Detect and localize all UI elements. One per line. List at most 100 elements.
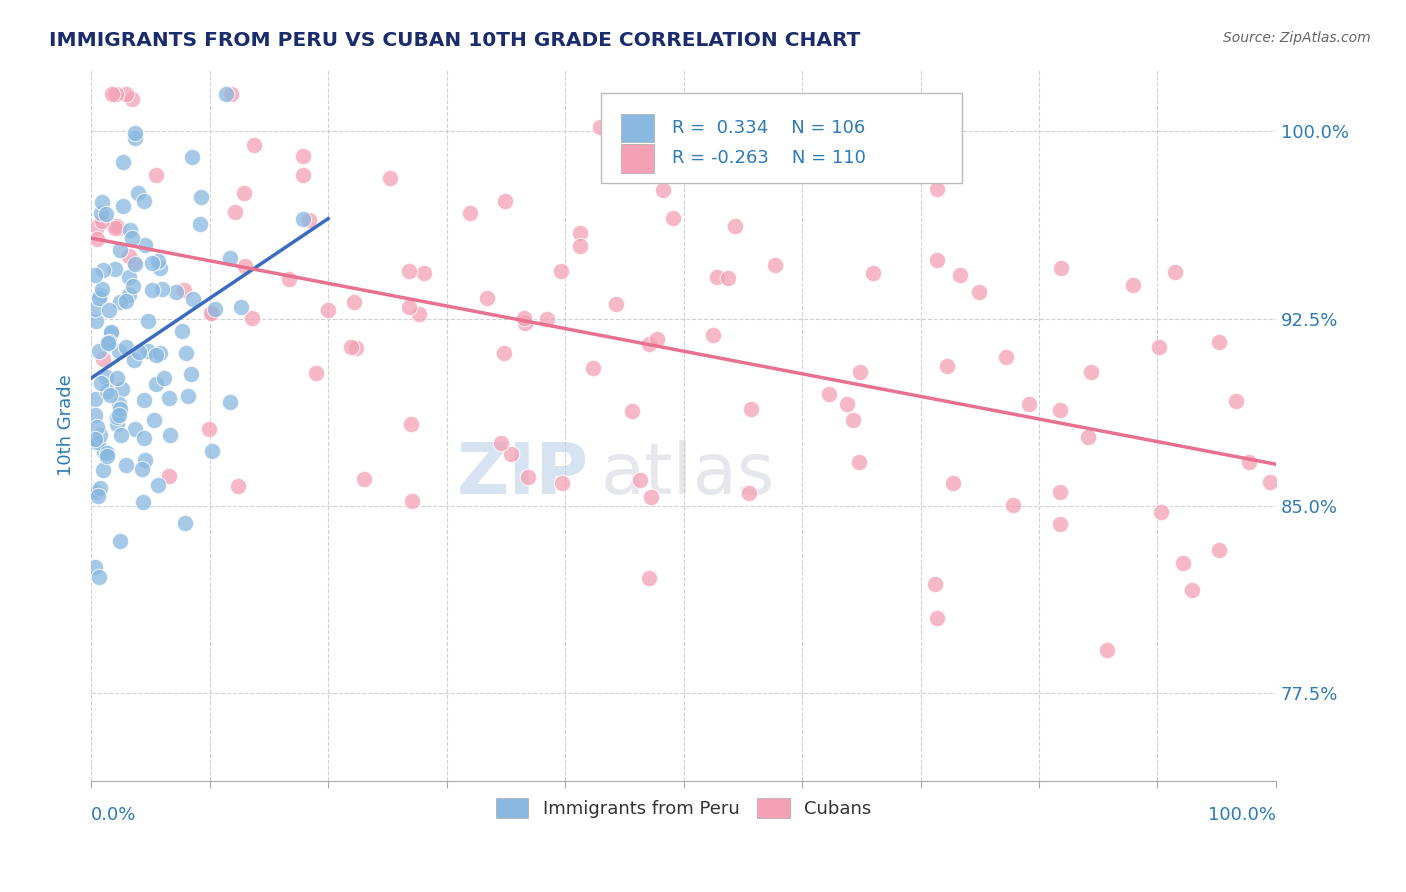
- Text: R =  0.334    N = 106: R = 0.334 N = 106: [672, 120, 865, 137]
- Point: [492, 345, 515, 359]
- Point: [172, 324, 194, 338]
- Point: [1049, 402, 1071, 417]
- Point: [200, 306, 222, 320]
- Point: [240, 310, 263, 325]
- Point: [224, 205, 246, 219]
- Point: [662, 211, 685, 226]
- Point: [134, 453, 156, 467]
- Point: [401, 417, 423, 432]
- Point: [177, 389, 200, 403]
- Point: [145, 348, 167, 362]
- Point: [651, 183, 673, 197]
- Point: [84, 408, 107, 422]
- Point: [568, 226, 591, 240]
- Point: [569, 239, 592, 253]
- Point: [628, 473, 651, 487]
- Point: [108, 243, 131, 257]
- Point: [550, 264, 572, 278]
- Point: [232, 186, 254, 200]
- Point: [98, 388, 121, 402]
- Point: [146, 478, 169, 492]
- Point: [924, 577, 946, 591]
- Point: [86, 231, 108, 245]
- Point: [995, 350, 1018, 364]
- Point: [862, 266, 884, 280]
- Point: [1001, 498, 1024, 512]
- Point: [91, 463, 114, 477]
- Point: [108, 220, 131, 235]
- Point: [342, 294, 364, 309]
- Point: [138, 314, 160, 328]
- Point: [124, 257, 146, 271]
- Point: [344, 341, 367, 355]
- Point: [108, 344, 131, 359]
- Point: [166, 285, 188, 299]
- Point: [551, 475, 574, 490]
- Point: [298, 213, 321, 227]
- Point: [134, 393, 156, 408]
- Point: [842, 413, 865, 427]
- Point: [110, 402, 132, 417]
- Point: [87, 344, 110, 359]
- Text: atlas: atlas: [600, 440, 775, 509]
- Point: [87, 291, 110, 305]
- Point: [101, 87, 124, 101]
- Point: [763, 258, 786, 272]
- Point: [132, 194, 155, 208]
- Point: [927, 611, 949, 625]
- Point: [96, 384, 118, 398]
- Point: [94, 370, 117, 384]
- Point: [152, 370, 174, 384]
- Point: [201, 443, 224, 458]
- Point: [1208, 335, 1230, 350]
- Point: [150, 282, 173, 296]
- Point: [84, 485, 107, 500]
- Point: [93, 445, 115, 459]
- Point: [460, 206, 482, 220]
- Point: [353, 472, 375, 486]
- FancyBboxPatch shape: [621, 145, 654, 173]
- Point: [98, 335, 121, 350]
- Point: [1208, 543, 1230, 558]
- Point: [89, 481, 111, 495]
- Point: [108, 397, 131, 411]
- Point: [131, 462, 153, 476]
- Point: [91, 351, 114, 366]
- Point: [291, 149, 314, 163]
- Point: [111, 155, 134, 169]
- Point: [180, 151, 202, 165]
- Point: [1095, 642, 1118, 657]
- Point: [305, 366, 328, 380]
- Point: [111, 383, 134, 397]
- Y-axis label: 10th Grade: 10th Grade: [58, 374, 75, 475]
- Point: [159, 428, 181, 442]
- Point: [96, 449, 118, 463]
- Point: [83, 432, 105, 446]
- Point: [90, 205, 112, 219]
- Point: [1225, 394, 1247, 409]
- Point: [640, 490, 662, 504]
- Point: [201, 305, 224, 319]
- Point: [738, 486, 761, 500]
- Text: Source: ZipAtlas.com: Source: ZipAtlas.com: [1223, 31, 1371, 45]
- Point: [401, 493, 423, 508]
- Point: [90, 376, 112, 391]
- Point: [949, 268, 972, 282]
- Point: [180, 367, 202, 381]
- Point: [638, 571, 661, 585]
- Point: [96, 446, 118, 460]
- Point: [231, 301, 253, 315]
- Point: [111, 199, 134, 213]
- Point: [340, 340, 363, 354]
- Point: [86, 220, 108, 235]
- Legend: Immigrants from Peru, Cubans: Immigrants from Peru, Cubans: [488, 791, 879, 825]
- Point: [110, 427, 132, 442]
- Point: [645, 332, 668, 346]
- Point: [120, 223, 142, 237]
- Point: [84, 314, 107, 328]
- Point: [1049, 517, 1071, 532]
- Point: [104, 221, 127, 235]
- Point: [1239, 455, 1261, 469]
- Point: [235, 259, 257, 273]
- Point: [835, 397, 858, 411]
